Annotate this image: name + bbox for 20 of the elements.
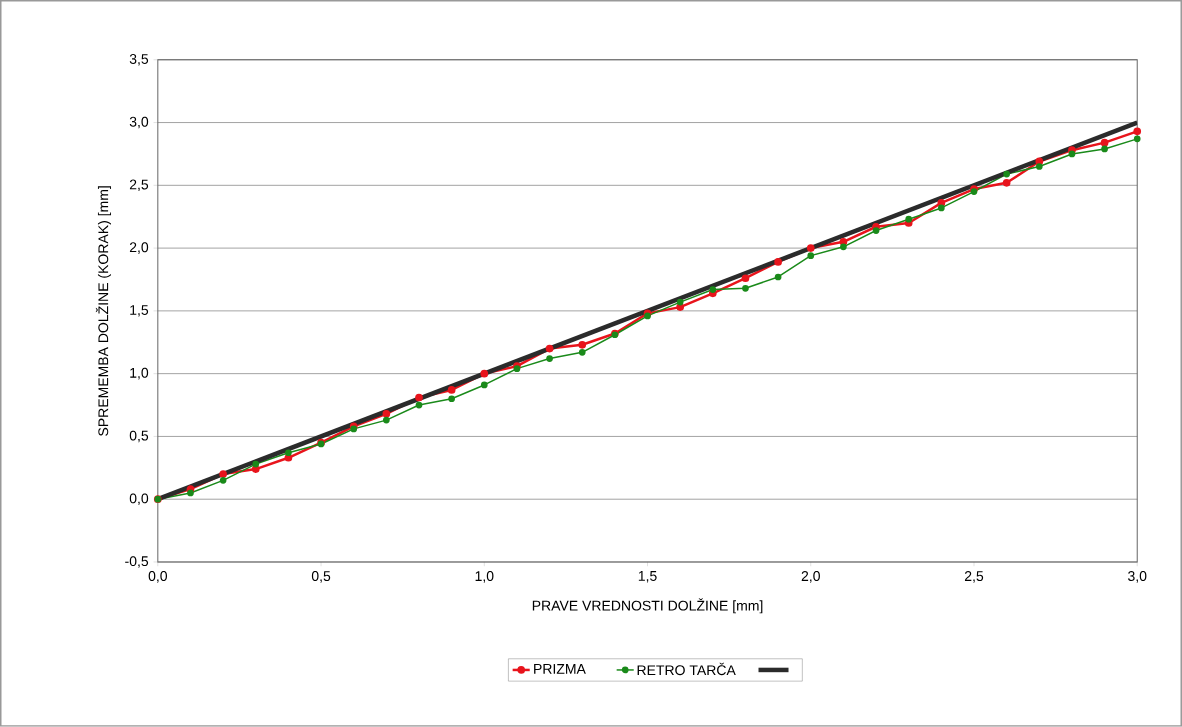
y-tick-label: 1,0	[130, 367, 149, 380]
y-tick-label: 1,5	[130, 305, 149, 317]
x-tick-label: 0,0	[148, 571, 168, 583]
x-axis-title: PRAVE VREDNOSTI DOLŽINE [mm]	[532, 598, 763, 614]
y-tick-label: 0,0	[129, 493, 149, 506]
x-tick-label: 3,0	[1128, 571, 1147, 583]
y-tick-label: -0,5	[125, 556, 149, 568]
y-tick-label: 0,5	[129, 430, 149, 443]
x-tick-label: 2,0	[801, 571, 820, 583]
legend-label: RETRO TARČA	[637, 662, 736, 676]
x-tick-label: 0,5	[311, 571, 331, 583]
x-tick-label: 1,0	[475, 571, 494, 583]
y-tick-label: 2,5	[129, 179, 149, 192]
y-tick-label: 3,5	[129, 54, 149, 66]
x-tick-label: 1,5	[638, 571, 657, 583]
y-axis-title: SPREMEMBA DOLŽINE (KORAK) [mm]	[95, 186, 112, 436]
y-tick-label: 2,0	[129, 242, 149, 254]
x-tick-label: 2,5	[964, 571, 984, 583]
legend-label: PRIZMA	[534, 664, 586, 674]
y-tick-label: 3,0	[129, 116, 149, 129]
